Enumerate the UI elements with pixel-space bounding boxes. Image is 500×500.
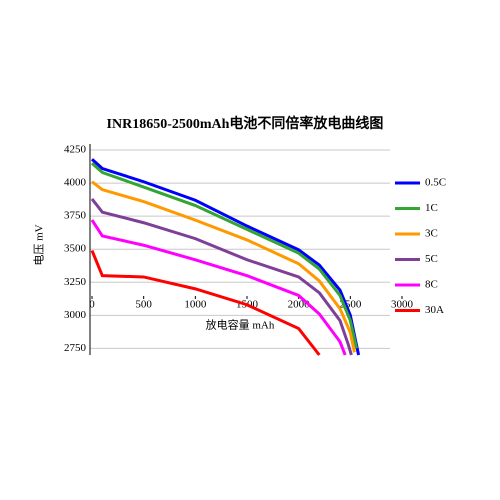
legend-label: 1C xyxy=(425,202,438,214)
x-tick-label: 3000 xyxy=(391,299,414,311)
series-line xyxy=(90,249,321,356)
y-tick-label: 4250 xyxy=(64,144,87,156)
legend-label: 30A xyxy=(425,304,444,316)
y-axis-label: 电压 mV xyxy=(33,224,46,265)
x-tick-label: 0 xyxy=(89,299,95,311)
x-tick-label: 1000 xyxy=(184,299,207,311)
y-tick-label: 4000 xyxy=(64,177,87,189)
x-tick-label: 500 xyxy=(135,299,152,311)
series-line xyxy=(90,219,347,356)
legend-label: 8C xyxy=(425,279,438,291)
y-tick-label: 3250 xyxy=(64,276,87,288)
y-tick-label: 3000 xyxy=(64,309,87,321)
x-axis-label: 放电容量 mAh xyxy=(206,318,275,332)
chart-title: INR18650-2500mAh电池不同倍率放电曲线图 xyxy=(107,115,384,132)
legend-label: 3C xyxy=(425,228,438,240)
legend-label: 5C xyxy=(425,253,438,265)
y-tick-label: 2750 xyxy=(64,342,87,354)
series-line xyxy=(90,162,358,349)
series-line xyxy=(90,198,353,356)
legend-label: 0.5C xyxy=(425,177,446,189)
series-line xyxy=(91,180,356,353)
y-tick-label: 3500 xyxy=(64,243,87,255)
y-tick-label: 3750 xyxy=(64,210,87,222)
